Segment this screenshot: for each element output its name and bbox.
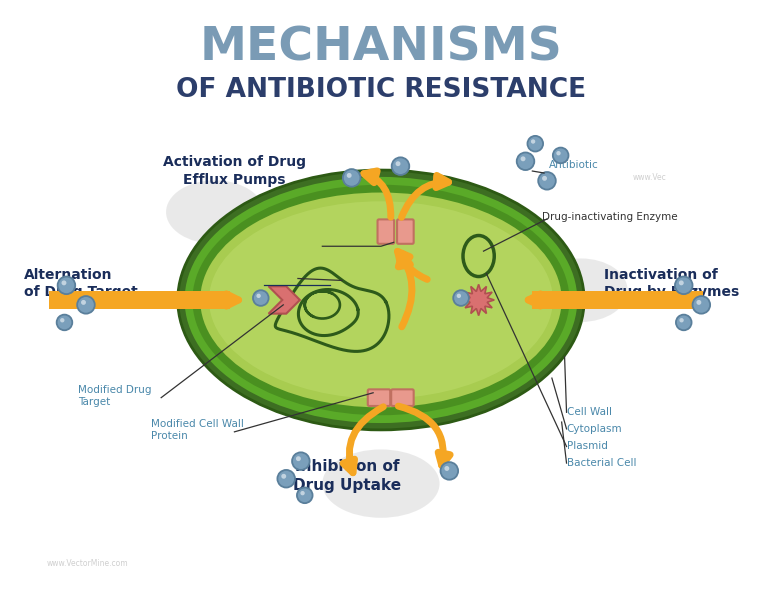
Circle shape (60, 318, 65, 322)
Circle shape (457, 294, 461, 298)
Text: www.VectorMine.com: www.VectorMine.com (340, 349, 422, 358)
Circle shape (300, 491, 305, 495)
Circle shape (538, 172, 556, 190)
Circle shape (277, 470, 295, 487)
Circle shape (679, 280, 684, 285)
Text: Chromosome: Chromosome (263, 273, 346, 283)
Text: Inhibition of
Drug Uptake: Inhibition of Drug Uptake (293, 459, 401, 493)
Circle shape (81, 300, 86, 305)
Ellipse shape (184, 177, 578, 423)
Circle shape (675, 276, 693, 294)
Polygon shape (269, 286, 300, 314)
Circle shape (281, 474, 286, 479)
FancyBboxPatch shape (391, 389, 414, 406)
Ellipse shape (193, 185, 569, 415)
Text: Plasmid: Plasmid (567, 441, 607, 451)
Circle shape (556, 151, 561, 155)
Text: Bacterial Cell: Bacterial Cell (567, 458, 636, 468)
Circle shape (517, 152, 535, 170)
Circle shape (257, 294, 261, 298)
Ellipse shape (535, 258, 627, 322)
Text: MECHANISMS: MECHANISMS (200, 26, 562, 71)
Circle shape (553, 148, 568, 163)
Ellipse shape (323, 450, 439, 518)
Ellipse shape (200, 193, 561, 407)
FancyBboxPatch shape (397, 219, 414, 244)
Text: Efflux Pump: Efflux Pump (324, 243, 387, 253)
Circle shape (445, 466, 449, 471)
Text: Cytoplasm: Cytoplasm (567, 424, 622, 434)
Ellipse shape (209, 202, 553, 399)
Text: Cell Wall: Cell Wall (567, 407, 611, 417)
Circle shape (392, 157, 409, 175)
Text: OF ANTIBIOTIC RESISTANCE: OF ANTIBIOTIC RESISTANCE (176, 77, 586, 103)
Circle shape (57, 315, 72, 330)
Circle shape (528, 136, 543, 151)
Text: Antibiotic: Antibiotic (549, 160, 599, 170)
Polygon shape (463, 284, 495, 316)
Circle shape (343, 169, 360, 187)
FancyBboxPatch shape (368, 389, 390, 406)
FancyBboxPatch shape (378, 219, 394, 244)
Text: Inactivation of
Drug by Enzymes: Inactivation of Drug by Enzymes (604, 268, 739, 299)
Circle shape (453, 290, 468, 306)
Text: www.Vec: www.Vec (633, 173, 667, 182)
Circle shape (531, 139, 535, 144)
Ellipse shape (166, 181, 263, 244)
Circle shape (441, 462, 458, 480)
Circle shape (542, 176, 547, 181)
Circle shape (297, 487, 313, 503)
Circle shape (61, 280, 66, 285)
Circle shape (58, 276, 75, 294)
Circle shape (253, 290, 269, 306)
Text: Drug-inactivating Enzyme: Drug-inactivating Enzyme (542, 212, 677, 222)
Circle shape (693, 296, 710, 314)
Text: Alternation
of Drug Target: Alternation of Drug Target (25, 268, 138, 299)
Bar (49, 291, 230, 309)
Circle shape (77, 296, 94, 314)
Circle shape (396, 161, 400, 166)
Circle shape (680, 318, 684, 322)
Circle shape (292, 452, 310, 470)
Circle shape (296, 456, 301, 461)
Circle shape (676, 315, 691, 330)
Bar (532, 291, 703, 309)
Text: Activation of Drug
Efflux Pumps: Activation of Drug Efflux Pumps (163, 155, 306, 187)
Circle shape (346, 173, 352, 178)
Text: www.VectorMine.com: www.VectorMine.com (47, 559, 129, 568)
Text: Modified Cell Wall
Protein: Modified Cell Wall Protein (151, 419, 244, 441)
Ellipse shape (177, 170, 584, 430)
Circle shape (697, 300, 701, 305)
Text: Modified Drug
Target: Modified Drug Target (78, 385, 151, 407)
Circle shape (521, 156, 525, 161)
